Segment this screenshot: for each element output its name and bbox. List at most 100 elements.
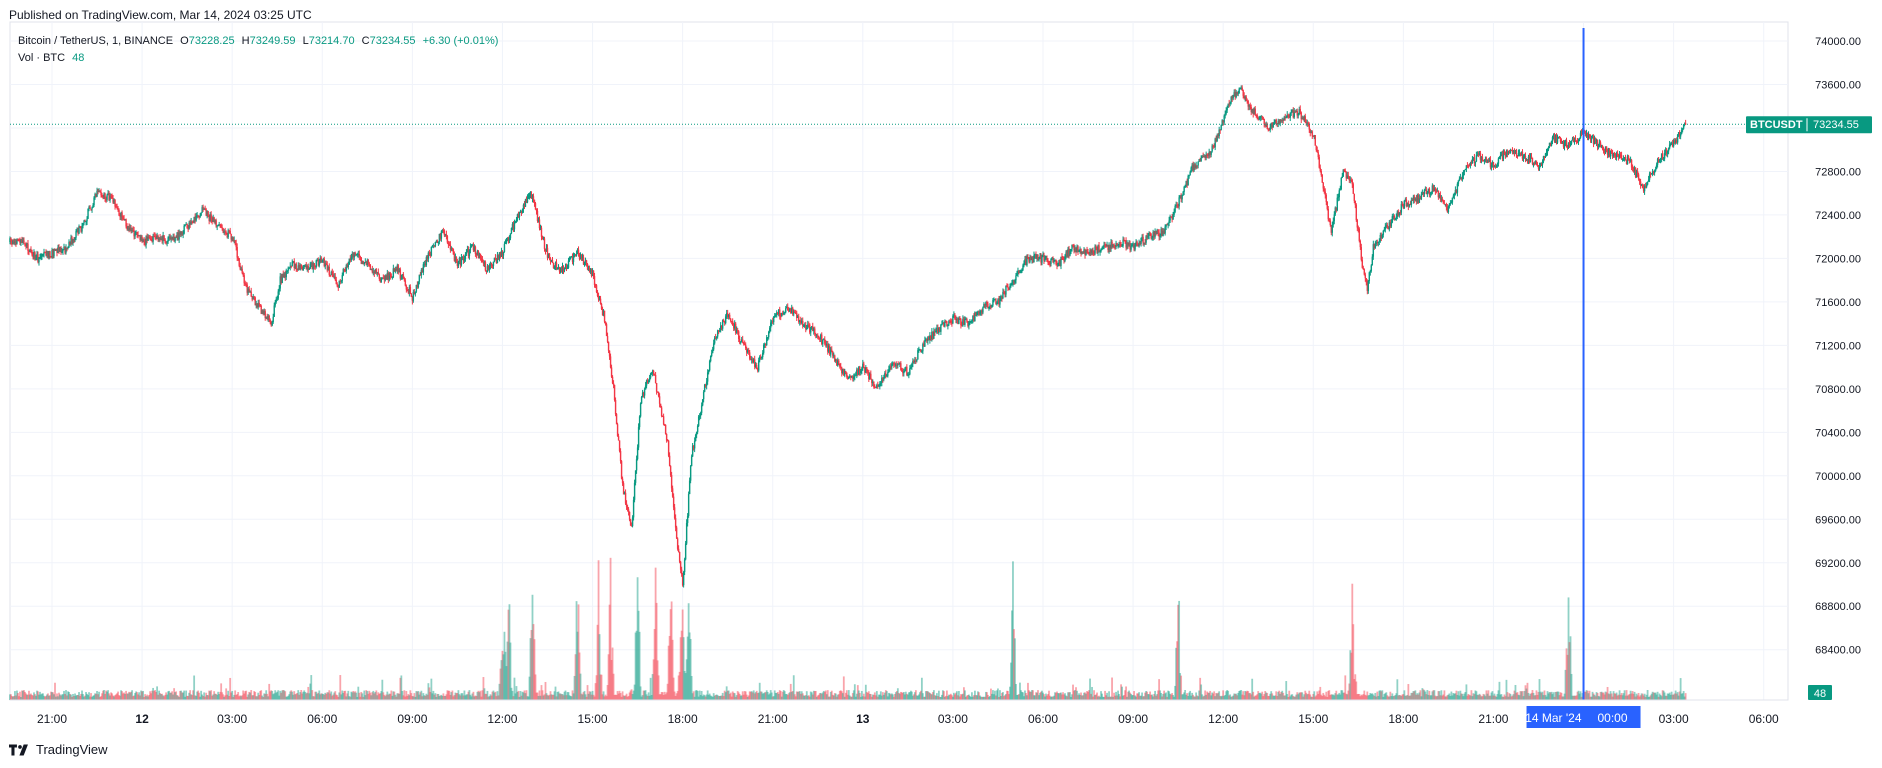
volume-bar: [1033, 695, 1035, 700]
candle-body: [861, 368, 863, 371]
volume-bar: [371, 692, 374, 700]
volume-bar: [1431, 691, 1434, 700]
candle-body: [1338, 190, 1340, 198]
candle-body: [1037, 254, 1039, 261]
volume-bar: [1566, 654, 1569, 700]
volume-bar: [984, 696, 986, 700]
volume-bar: [1395, 693, 1398, 700]
volume-bar: [316, 693, 319, 700]
candle-body: [231, 237, 233, 240]
candle-body: [202, 207, 204, 210]
volume-bar: [266, 693, 269, 700]
volume-bar: [1454, 693, 1457, 700]
volume-bar: [648, 695, 651, 700]
volume-bar: [1636, 695, 1639, 700]
candle-body: [417, 281, 420, 288]
candle-body: [885, 373, 887, 377]
candle-body: [955, 318, 957, 321]
candle-body: [1353, 193, 1356, 201]
candle-body: [311, 262, 313, 270]
volume-bar: [270, 690, 273, 700]
candle-body: [672, 496, 675, 508]
volume-bar: [625, 693, 628, 700]
candle-body: [1113, 244, 1115, 247]
candle-body: [369, 264, 372, 271]
candle-body: [1217, 135, 1219, 137]
volume-bar: [1003, 696, 1005, 700]
candle-body: [140, 236, 142, 240]
candle-body: [1562, 142, 1565, 147]
volume-bar: [1124, 690, 1126, 700]
candle-body: [1478, 153, 1481, 155]
candle-body: [945, 321, 947, 323]
candle-body: [1425, 189, 1428, 194]
volume-bar: [1271, 693, 1274, 700]
volume-bar: [1651, 691, 1654, 700]
volume-bar: [896, 688, 899, 700]
volume-bar: [1213, 691, 1216, 700]
candle-body: [1507, 152, 1510, 155]
candle-body: [1553, 136, 1556, 142]
candle-body: [919, 349, 921, 351]
volume-bar: [241, 695, 244, 700]
volume-bar: [945, 690, 948, 700]
candle-body: [806, 327, 808, 330]
candle-body: [633, 482, 636, 500]
candle-body: [397, 265, 400, 273]
candle-body: [1160, 229, 1162, 236]
volume-bar: [227, 690, 230, 700]
volume-bar: [104, 693, 106, 700]
volume-bar: [110, 692, 112, 700]
candle-body: [145, 236, 147, 245]
volume-bar: [1603, 694, 1606, 700]
candle-body: [289, 265, 291, 268]
volume-bar: [405, 690, 408, 700]
candle-body: [1226, 107, 1228, 111]
volume-bar: [652, 659, 655, 700]
volume-bar: [1629, 690, 1632, 700]
candle-body: [774, 315, 776, 317]
candle-body: [147, 236, 149, 241]
volume-bar: [1170, 694, 1173, 700]
candle-body: [1018, 270, 1020, 273]
volume-bar: [1303, 694, 1306, 700]
volume-bar: [185, 690, 188, 700]
volume-bar: [21, 690, 23, 700]
volume-bar: [630, 689, 633, 700]
candle-body: [1202, 155, 1204, 158]
candle-body: [1600, 146, 1603, 148]
candle-body: [1129, 243, 1131, 250]
volume-bar: [1684, 693, 1687, 700]
candle-body: [1124, 240, 1126, 242]
volume-bar: [158, 690, 161, 700]
volume-bar: [718, 695, 721, 700]
volume-bar: [53, 694, 55, 700]
volume-bar: [600, 674, 603, 700]
volume-bar: [327, 692, 330, 700]
candle-body: [1400, 204, 1403, 213]
candle-body: [709, 356, 712, 362]
candle-body: [964, 319, 966, 325]
candle-body: [1465, 165, 1468, 169]
candle-body: [1240, 87, 1242, 89]
candle-body: [81, 225, 83, 232]
candle-body: [560, 269, 563, 271]
candle-body: [907, 374, 909, 376]
candle-body: [787, 306, 789, 311]
volume-bar: [1269, 693, 1272, 700]
volume-bar: [165, 692, 168, 700]
candle-body: [536, 210, 539, 221]
candle-body: [1480, 156, 1483, 160]
candle-body: [1164, 226, 1166, 234]
volume-bar: [1095, 694, 1097, 700]
candle-body: [1283, 116, 1285, 121]
candle-body: [179, 232, 181, 235]
volume-bar: [1059, 692, 1061, 700]
volume-bar: [1209, 690, 1212, 700]
candle-body: [82, 222, 84, 226]
candle-body: [1634, 167, 1637, 177]
candle-body: [240, 268, 242, 270]
volume-bar: [960, 694, 962, 700]
candle-body: [466, 249, 469, 252]
